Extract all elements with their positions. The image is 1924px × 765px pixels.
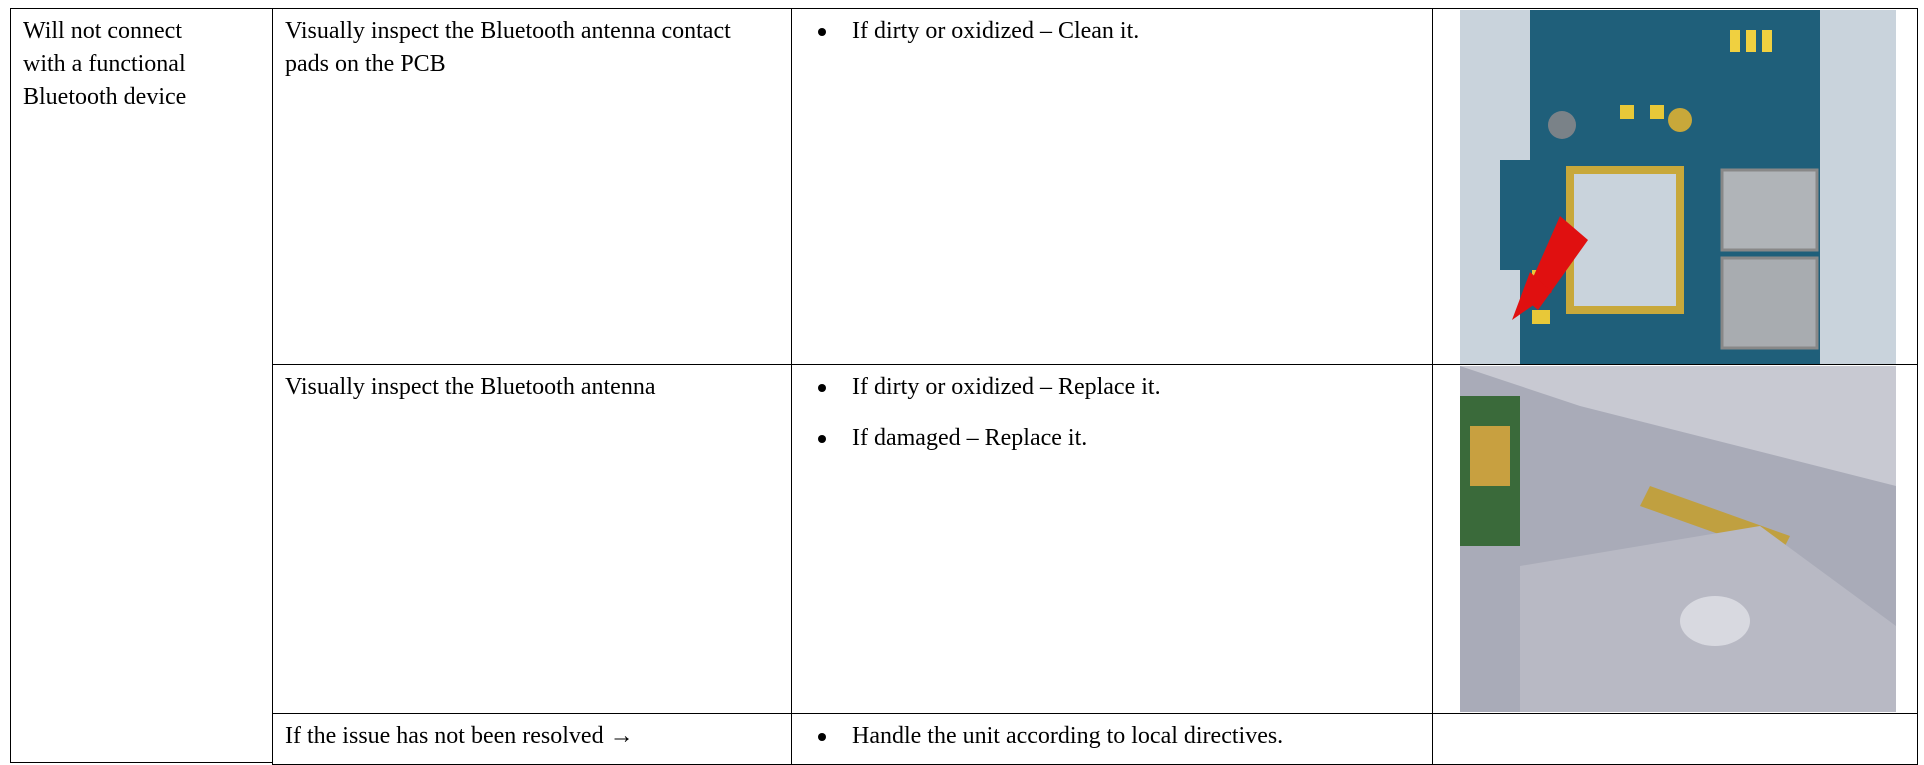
result-cell: If dirty or oxidized – Replace it. If dam…: [791, 364, 1433, 714]
action-cell: Visually inspect the Bluetooth antenna: [272, 364, 792, 714]
result-list: If dirty or oxidized – Clean it.: [804, 15, 1420, 48]
result-item: If dirty or oxidized – Replace it.: [804, 371, 1420, 404]
result-list: If dirty or oxidized – Replace it. If dam…: [804, 371, 1420, 455]
symptom-cell: Will not connect with a functional Bluet…: [10, 8, 273, 763]
symptom-text: Will not connect with a functional Bluet…: [23, 18, 187, 110]
result-item: If dirty or oxidized – Clean it.: [804, 15, 1420, 48]
result-item: Handle the unit according to local direc…: [804, 720, 1420, 753]
action-cell: If the issue has not been resolved →: [272, 713, 792, 765]
result-item: If damaged – Replace it.: [804, 422, 1420, 455]
result-cell: If dirty or oxidized – Clean it.: [791, 8, 1433, 365]
antenna-photo: [1460, 366, 1896, 712]
action-text: If the issue has not been resolved →: [285, 723, 634, 749]
action-text: Visually inspect the Bluetooth antenna c…: [285, 18, 731, 77]
action-text: Visually inspect the Bluetooth antenna: [285, 374, 656, 400]
result-cell: Handle the unit according to local direc…: [791, 713, 1433, 765]
pcb-photo: [1460, 10, 1896, 364]
action-cell: Visually inspect the Bluetooth antenna c…: [272, 8, 792, 365]
result-list: Handle the unit according to local direc…: [804, 720, 1420, 753]
image-cell: [1432, 713, 1918, 765]
